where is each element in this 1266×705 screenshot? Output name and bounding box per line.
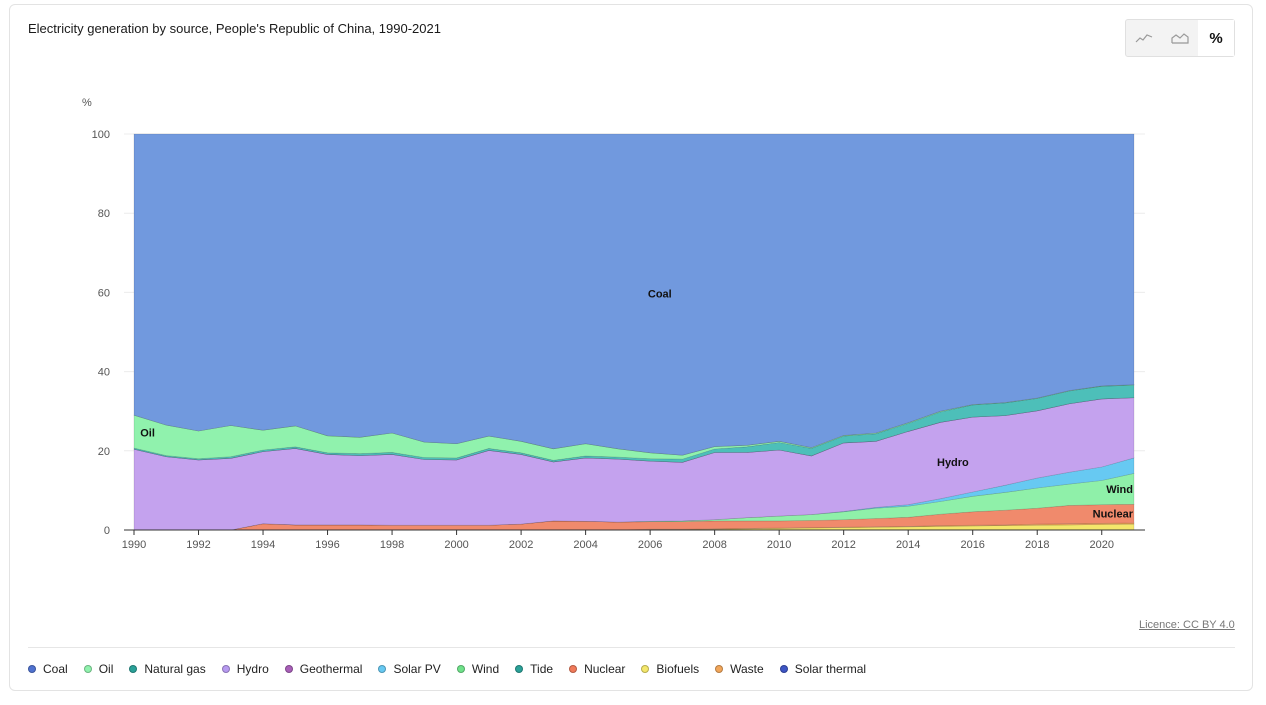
x-tick-label: 2008 [702,539,726,551]
legend-label: Wind [471,662,500,676]
legend-dot-icon [28,665,36,673]
x-tick-label: 2004 [573,539,597,551]
legend-dot-icon [715,665,724,673]
legend-dot-icon [569,665,578,673]
legend-dot-icon [129,665,138,673]
legend-dot-icon [284,665,293,673]
x-tick-label: 1990 [122,539,146,551]
licence-link[interactable]: Licence: CC BY 4.0 [1139,619,1235,631]
series-label-wind: Wind [1106,484,1133,496]
legend-label: Tide [530,662,554,676]
x-tick-label: 1998 [380,539,404,551]
legend-item-waste[interactable]: Waste [715,662,764,676]
area-view-button[interactable] [1162,20,1198,56]
legend-item-wind[interactable]: Wind [456,662,500,676]
y-tick-label: 40 [98,367,110,379]
area-natural-gas [133,384,1135,463]
y-tick-label: 20 [98,446,110,458]
legend-dot-icon [641,665,650,673]
legend-divider [28,647,1235,648]
legend-dot-icon [515,665,524,673]
x-tick-label: 2006 [638,539,662,551]
y-tick-label: 100 [92,129,110,141]
x-tick-label: 2016 [960,539,984,551]
y-axis-label: % [82,97,92,109]
legend-dot-icon [456,665,465,673]
percent-icon: % [1209,29,1223,47]
legend: Coal Oil Natural gas Hydro Geothermal Solar P… [28,662,882,676]
legend-dot-icon [221,665,230,673]
area-chart-icon [1171,33,1189,44]
chart-title: Electricity generation by source, People… [28,21,441,36]
legend-item-biofuels[interactable]: Biofuels [641,662,699,676]
series-label-oil: Oil [140,427,155,439]
x-tick-label: 2018 [1025,539,1049,551]
legend-label: Nuclear [584,662,626,676]
series-label-nuclear: Nuclear [1093,509,1134,521]
legend-item-hydro[interactable]: Hydro [221,662,269,676]
percent-view-button[interactable]: % [1198,20,1234,56]
series-label-coal: Coal [648,289,672,301]
x-tick-label: 2020 [1089,539,1113,551]
legend-item-tide[interactable]: Tide [515,662,553,676]
legend-label: Oil [98,662,114,676]
y-tick-label: 0 [104,525,110,537]
y-tick-label: 80 [98,208,110,220]
legend-item-coal[interactable]: Coal [28,662,68,676]
x-tick-label: 2000 [444,539,468,551]
x-tick-label: 1996 [315,539,339,551]
legend-item-solar-pv[interactable]: Solar PV [378,662,441,676]
legend-dot-icon [779,665,788,673]
legend-label: Coal [43,662,68,676]
legend-item-nuclear[interactable]: Nuclear [569,662,625,676]
legend-item-solar-thermal[interactable]: Solar thermal [779,662,867,676]
legend-dot-icon [378,665,387,673]
legend-label: Hydro [236,662,269,676]
legend-dot-icon [83,665,92,673]
legend-item-natural-gas[interactable]: Natural gas [129,662,206,676]
view-toggle: % [1125,19,1235,57]
x-tick-label: 2002 [509,539,533,551]
x-tick-label: 2010 [767,539,791,551]
legend-label: Solar thermal [794,662,867,676]
x-tick-label: 2014 [896,539,920,551]
y-tick-label: 60 [98,287,110,299]
legend-label: Natural gas [144,662,206,676]
x-tick-label: 2012 [831,539,855,551]
area-hydro [133,397,1135,531]
line-chart-icon [1135,34,1153,43]
legend-label: Biofuels [656,662,700,676]
legend-label: Waste [730,662,764,676]
series-label-hydro: Hydro [937,457,969,469]
x-tick-label: 1994 [251,539,275,551]
legend-label: Geothermal [299,662,363,676]
legend-label: Solar PV [393,662,441,676]
x-tick-label: 1992 [186,539,210,551]
line-view-button[interactable] [1126,20,1162,56]
legend-item-geothermal[interactable]: Geothermal [284,662,363,676]
legend-item-oil[interactable]: Oil [83,662,114,676]
area-coal [133,133,1135,456]
